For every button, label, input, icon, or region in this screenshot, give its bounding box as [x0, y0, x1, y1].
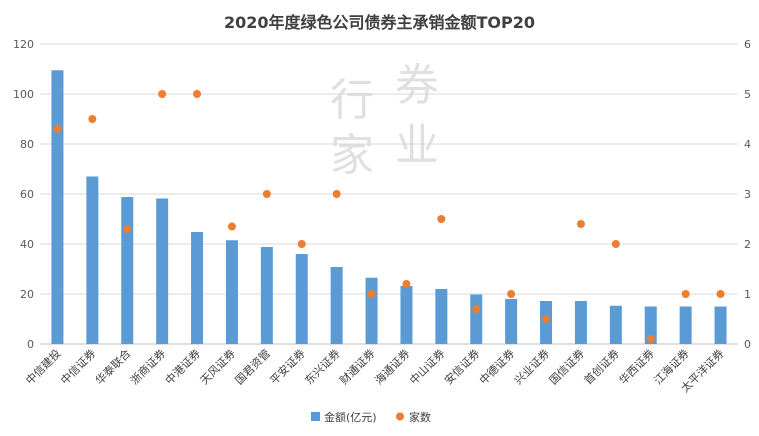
bar-series: [51, 70, 727, 344]
dot-point: [88, 115, 97, 123]
legend-dot-label: 家数: [409, 410, 431, 424]
dot-point: [402, 280, 411, 288]
dot-point: [332, 190, 341, 198]
bar: [679, 306, 692, 344]
x-axis-tick-label: 财通证券: [337, 346, 378, 387]
dot-point: [646, 335, 655, 343]
bar: [505, 299, 518, 344]
dot-point: [262, 190, 271, 198]
watermark-char-4: 业: [395, 120, 439, 171]
x-axis-tick-label: 天风证券: [197, 346, 238, 387]
x-axis-tick-label: 中港证券: [162, 346, 203, 387]
watermark-char-3: 家: [330, 130, 374, 181]
dot-point: [716, 290, 725, 298]
dot-point: [507, 290, 516, 298]
dot-point: [542, 315, 551, 323]
watermark-char-2: 券: [395, 60, 439, 111]
x-axis-tick-label: 华西证券: [616, 346, 657, 387]
left-axis-tick-label: 20: [20, 288, 34, 301]
bar: [191, 232, 204, 344]
bar: [470, 294, 483, 344]
bar: [260, 247, 273, 344]
left-axis-tick-label: 80: [20, 138, 34, 151]
x-axis-tick-label: 国信证券: [546, 346, 587, 387]
bar: [609, 305, 622, 344]
x-axis-tick-label: 华泰联合: [92, 346, 133, 387]
bar: [156, 198, 169, 344]
left-axis-tick-label: 100: [13, 88, 34, 101]
dot-point: [227, 222, 236, 231]
x-axis-tick-label: 平安证券: [267, 346, 308, 387]
right-axis-tick-label: 3: [744, 188, 751, 201]
dot-point: [472, 305, 481, 313]
dot-series: [53, 90, 725, 343]
x-axis-tick-label: 中德证券: [476, 346, 517, 387]
legend: 金额(亿元) 家数: [311, 410, 431, 424]
right-axis-tick-label: 2: [744, 238, 751, 251]
watermark-char-1: 行: [330, 75, 374, 126]
dot-point: [681, 290, 690, 298]
right-axis-tick-label: 1: [744, 288, 751, 301]
dot-point: [367, 290, 376, 298]
right-axis-ticks: 0 1 2 3 4 5 6: [744, 38, 751, 351]
legend-bar-label: 金额(亿元): [324, 410, 377, 424]
bar: [225, 240, 238, 344]
x-axis-tick-label: 浙商证券: [127, 346, 168, 387]
dot-point: [158, 90, 167, 98]
chart-title: 2020年度绿色公司债券主承销金额TOP20: [224, 13, 535, 32]
bar: [51, 70, 64, 344]
x-axis-tick-label: 首创证券: [581, 346, 622, 387]
dot-point: [53, 125, 62, 133]
bar: [295, 254, 308, 344]
dot-point: [297, 240, 306, 248]
bar: [400, 286, 413, 344]
bar: [365, 277, 378, 344]
x-axis-tick-label: 安信证券: [441, 346, 482, 387]
bar: [644, 306, 657, 344]
left-axis-tick-label: 120: [13, 38, 34, 51]
dot-point: [123, 225, 132, 233]
bar: [574, 301, 587, 344]
dot-point: [193, 90, 202, 98]
x-axis-tick-label: 中山证券: [406, 346, 447, 387]
legend-bar-swatch: [311, 412, 320, 421]
gridlines: [40, 43, 738, 345]
legend-dot-swatch: [396, 412, 404, 421]
right-axis-tick-label: 6: [744, 38, 751, 51]
bar: [435, 289, 448, 344]
x-axis-tick-label: 中信证券: [57, 346, 98, 387]
x-axis-tick-label: 海通证券: [372, 346, 413, 387]
x-axis-tick-label: 兴业证券: [511, 346, 552, 387]
right-axis-tick-label: 5: [744, 88, 751, 101]
bar: [714, 306, 727, 344]
bar: [330, 267, 343, 344]
x-axis-ticks: 中信建投中信证券华泰联合浙商证券中港证券天风证券国君资管平安证券东兴证券财通证券…: [23, 346, 727, 395]
left-axis-ticks: 0 20 40 60 80 100 120: [13, 38, 34, 351]
left-axis-tick-label: 60: [20, 188, 34, 201]
bar: [121, 197, 134, 344]
left-axis-tick-label: 40: [20, 238, 34, 251]
x-axis-tick-label: 中信建投: [23, 346, 64, 387]
right-axis-tick-label: 4: [744, 138, 751, 151]
x-axis-tick-label: 国君资管: [232, 346, 273, 387]
bar: [86, 176, 99, 344]
right-axis-tick-label: 0: [744, 338, 751, 351]
dot-point: [437, 215, 446, 223]
dot-point: [576, 220, 585, 228]
x-axis-tick-label: 东兴证券: [302, 346, 343, 387]
dot-point: [611, 240, 620, 248]
watermark: 行 券 家 业: [330, 60, 439, 181]
left-axis-tick-label: 0: [27, 338, 34, 351]
